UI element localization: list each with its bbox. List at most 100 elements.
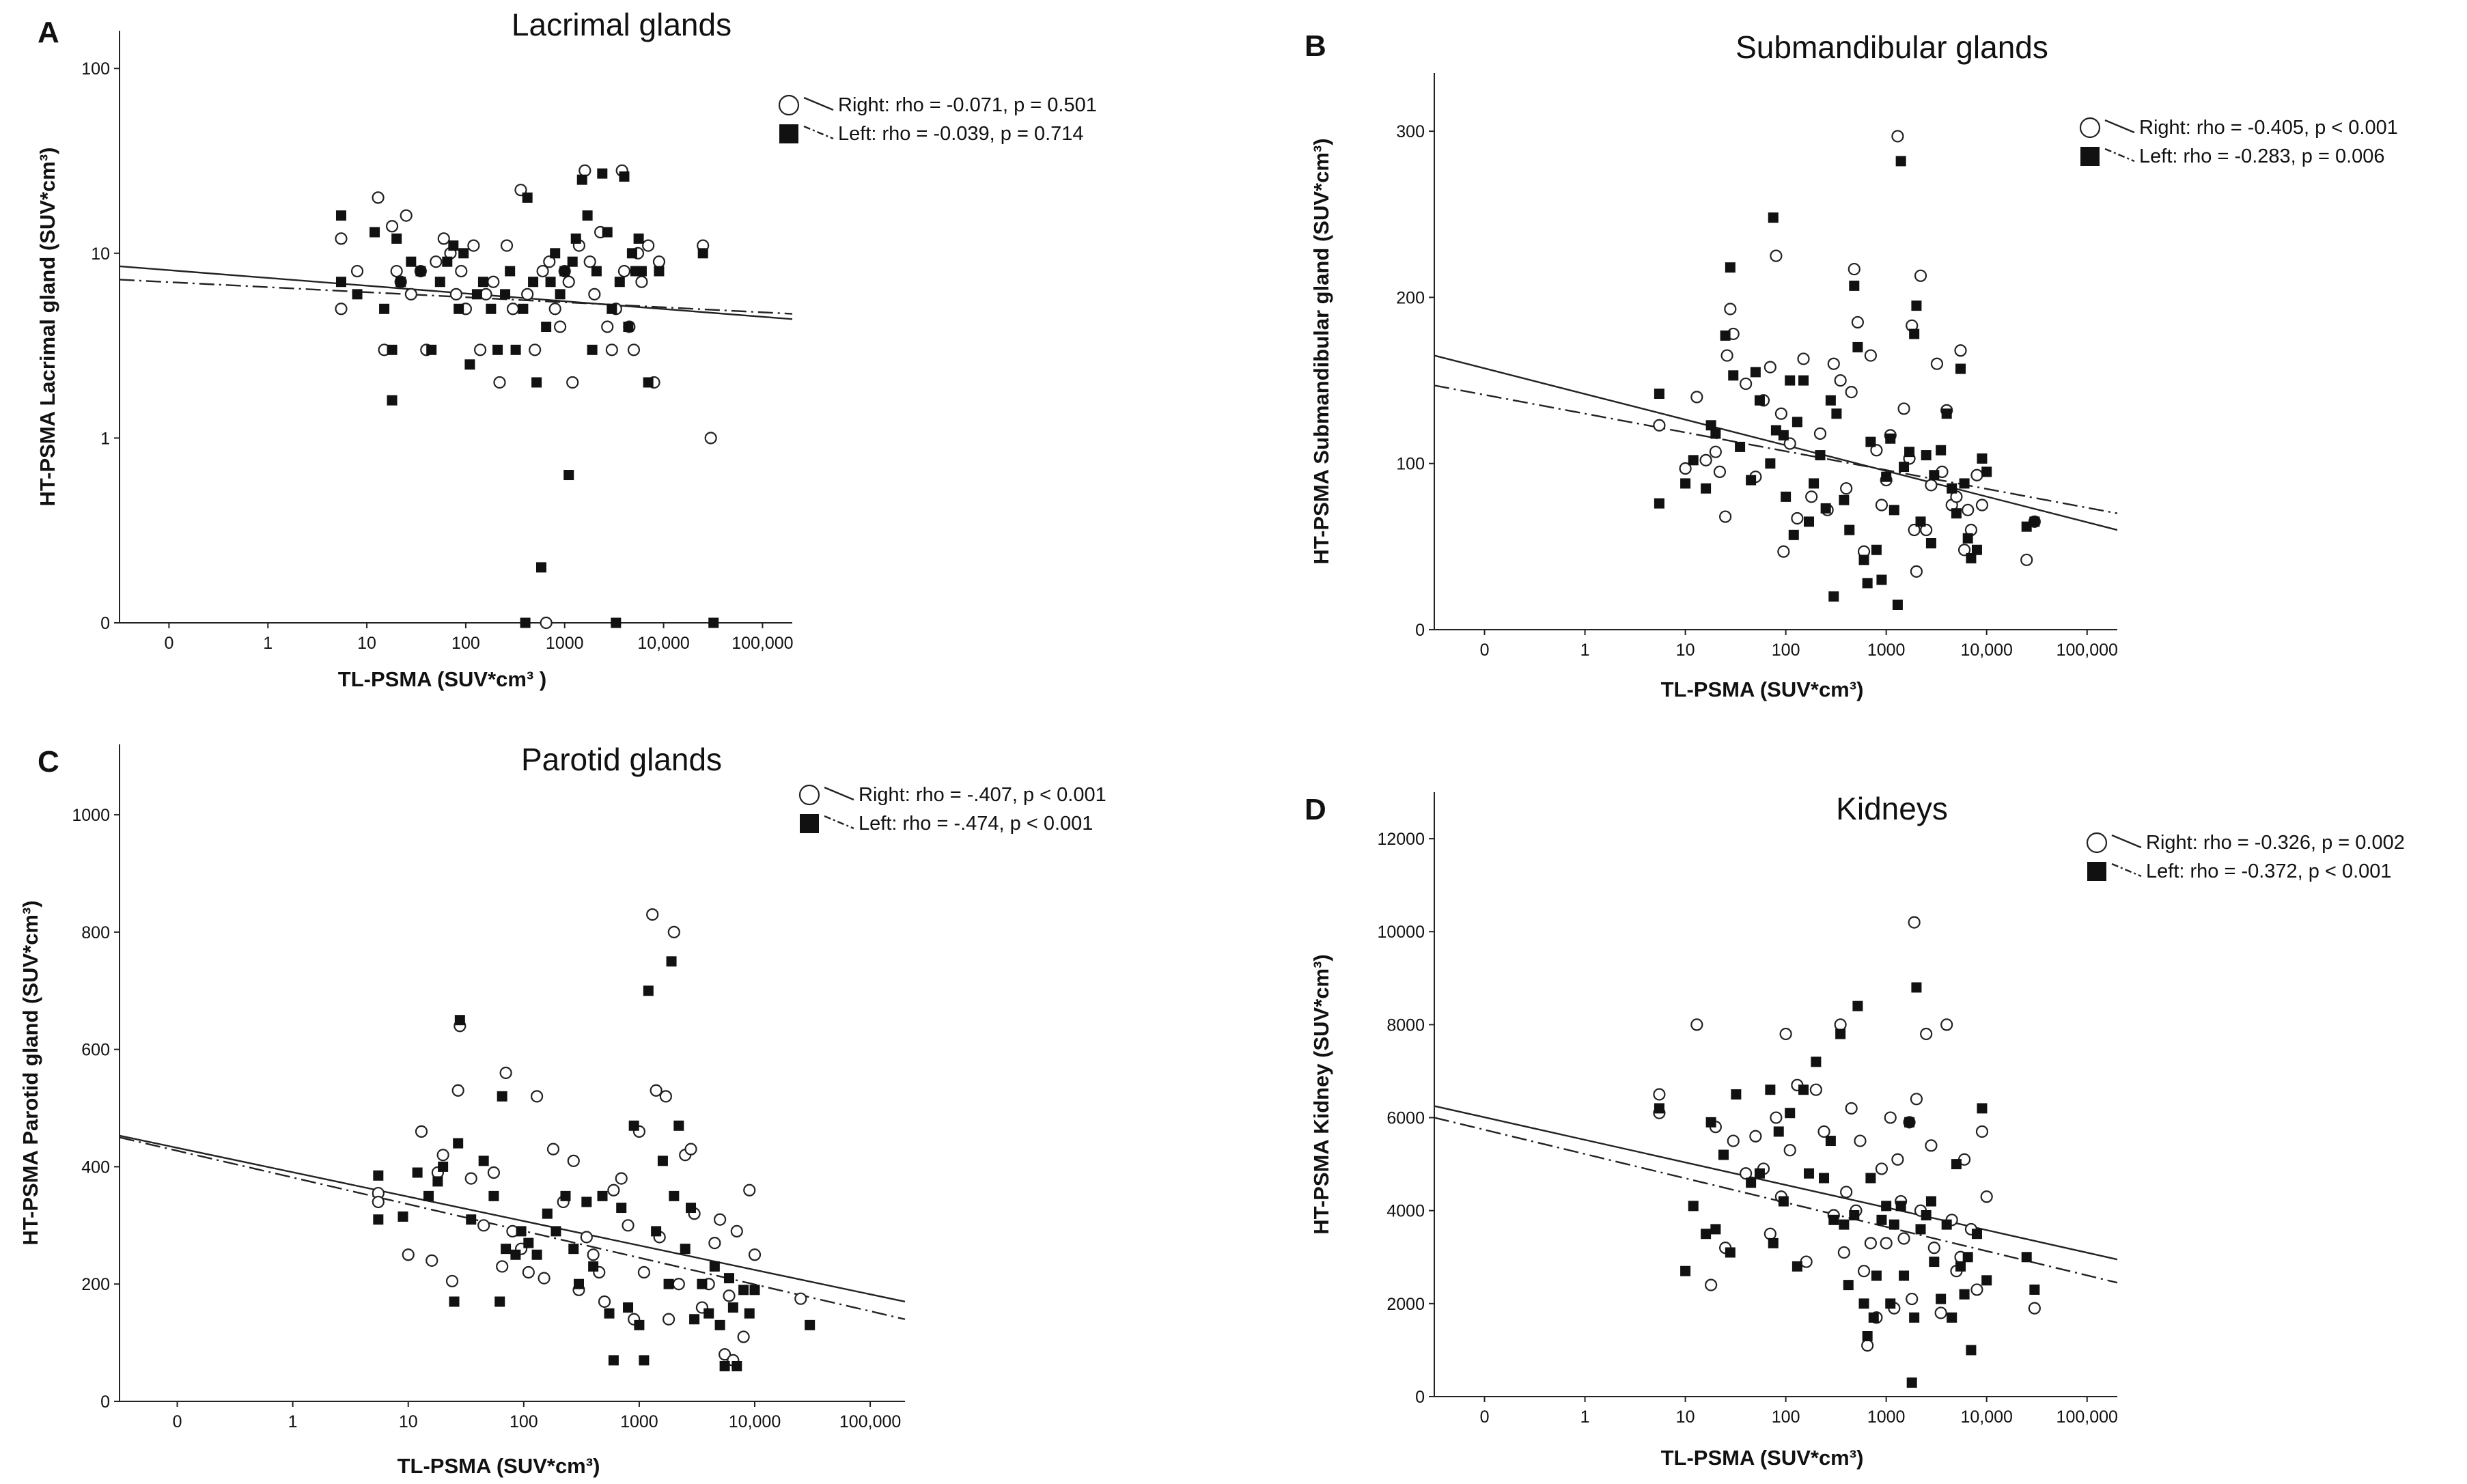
data-point-left — [581, 1196, 592, 1207]
data-point-left — [535, 562, 546, 573]
data-point-right — [714, 1213, 727, 1226]
data-point-left — [1839, 494, 1850, 505]
data-point-left — [1804, 516, 1815, 527]
chart-title: Submandibular glands — [1736, 29, 2048, 65]
data-point-left — [541, 322, 552, 332]
data-point-right — [1800, 1255, 1813, 1268]
data-point-right — [1864, 349, 1877, 362]
data-point-left — [518, 303, 529, 314]
data-point-left — [559, 266, 570, 277]
x-tick-label: 1 — [288, 1412, 298, 1431]
data-point-left — [1981, 466, 1992, 477]
data-point-left — [597, 168, 608, 179]
data-point-right — [385, 220, 399, 233]
data-point-left — [335, 277, 346, 288]
data-point-left — [373, 1170, 384, 1181]
data-point-left — [1654, 389, 1664, 400]
data-point-left — [666, 956, 677, 967]
data-point-left — [1936, 1293, 1947, 1304]
data-point-right — [1857, 1265, 1871, 1278]
data-point-left — [458, 248, 469, 259]
data-point-right — [1770, 249, 1783, 262]
data-point-right — [1934, 1306, 1947, 1319]
data-point-left — [1839, 1219, 1850, 1230]
data-point-right — [415, 1125, 428, 1138]
data-point-right — [583, 255, 596, 268]
y-tick-label: 1000 — [72, 806, 110, 825]
data-point-right — [672, 1278, 685, 1291]
data-point-right — [601, 320, 614, 333]
data-point-left — [1680, 1265, 1691, 1276]
data-point-left — [576, 174, 587, 185]
data-point-left — [2021, 521, 2032, 532]
data-point-right — [372, 191, 385, 204]
data-point-right — [1897, 402, 1910, 415]
data-point-left — [477, 277, 488, 288]
data-point-right — [1827, 357, 1840, 370]
data-point-left — [1947, 483, 1957, 494]
data-point-left — [423, 1190, 434, 1201]
x-tick-label: 10,000 — [1960, 1408, 2012, 1427]
data-point-right — [335, 303, 348, 316]
data-point-right — [743, 1184, 756, 1196]
data-point-right — [400, 209, 413, 222]
data-point-left — [805, 1319, 816, 1330]
y-axis-title: HT-PSMA Kidney (SUV*cm³) — [1309, 954, 1333, 1235]
data-point-left — [719, 1360, 730, 1371]
data-point-right — [530, 1090, 544, 1103]
data-point-left — [567, 256, 578, 267]
data-point-left — [697, 248, 708, 259]
data-point-left — [643, 377, 654, 388]
data-point-left — [1728, 370, 1739, 381]
data-point-left — [1977, 453, 1988, 464]
data-point-left — [634, 1319, 645, 1330]
data-point-left — [1895, 156, 1906, 167]
data-point-left — [494, 1296, 505, 1307]
data-point-left — [1735, 441, 1746, 452]
data-point-right — [1777, 545, 1790, 558]
y-tick-label: 800 — [81, 923, 110, 942]
data-point-right — [1653, 1088, 1666, 1101]
data-point-left — [1915, 1224, 1926, 1235]
data-point-right — [1908, 916, 1921, 929]
data-point-right — [548, 303, 561, 316]
legend-circle-icon — [2079, 117, 2101, 139]
data-point-left — [1899, 462, 1910, 473]
data-point-left — [697, 1278, 708, 1289]
data-point-left — [1701, 1229, 1712, 1240]
data-point-left — [1885, 433, 1896, 444]
data-point-right — [1764, 361, 1776, 374]
legend-entry-left: Left: rho = -.474, p < 0.001 — [859, 813, 1093, 835]
x-axis-title: TL-PSMA (SUV*cm³) — [398, 1454, 600, 1478]
data-point-right — [1954, 344, 1967, 357]
data-point-left — [1906, 1377, 1917, 1388]
data-point-right — [1679, 462, 1692, 475]
chart-title: Kidneys — [1836, 791, 1948, 826]
data-point-right — [1779, 1027, 1792, 1041]
data-point-left — [1862, 1331, 1873, 1341]
data-point-left — [1899, 1270, 1910, 1281]
data-point-left — [522, 192, 533, 203]
data-point-left — [438, 1161, 449, 1172]
data-point-left — [1654, 498, 1664, 509]
data-point-right — [521, 288, 534, 300]
data-point-left — [570, 233, 581, 244]
data-point-right — [730, 1224, 743, 1238]
data-point-right — [635, 275, 648, 288]
square-icon — [800, 814, 819, 833]
data-point-right — [1774, 407, 1787, 420]
data-point-left — [387, 344, 398, 355]
data-point-left — [1768, 1237, 1779, 1248]
data-point-left — [623, 322, 634, 332]
data-point-left — [510, 344, 521, 355]
data-point-right — [1791, 512, 1804, 525]
y-tick-label: 400 — [81, 1158, 110, 1177]
data-point-left — [1778, 1196, 1789, 1207]
legend-entry-left: Left: rho = -0.372, p < 0.001 — [2146, 860, 2392, 882]
data-point-left — [1820, 503, 1831, 514]
data-point-left — [1746, 1177, 1757, 1188]
data-point-left — [1746, 475, 1757, 486]
data-point-right — [684, 1143, 697, 1156]
data-point-right — [1848, 262, 1860, 276]
data-point-left — [1888, 505, 1899, 516]
